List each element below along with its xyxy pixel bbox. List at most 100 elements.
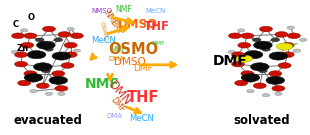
Text: DMF: DMF: [212, 54, 247, 68]
Text: MeCN: MeCN: [145, 8, 165, 14]
Circle shape: [36, 83, 49, 89]
Circle shape: [45, 92, 53, 95]
Text: MeCN: MeCN: [91, 36, 116, 45]
Circle shape: [275, 32, 288, 37]
Circle shape: [21, 42, 34, 48]
Circle shape: [268, 80, 277, 84]
Text: OSWD: OSWD: [99, 21, 109, 41]
Text: DMA: DMA: [108, 56, 124, 62]
Circle shape: [20, 29, 28, 32]
Circle shape: [15, 52, 28, 58]
Circle shape: [30, 90, 37, 93]
Circle shape: [259, 69, 267, 73]
Circle shape: [241, 74, 260, 82]
Text: NMF: NMF: [110, 46, 126, 52]
Circle shape: [52, 52, 71, 60]
Circle shape: [73, 49, 81, 52]
Circle shape: [281, 42, 294, 48]
Circle shape: [45, 47, 53, 51]
Circle shape: [24, 74, 43, 82]
Circle shape: [269, 71, 282, 76]
Circle shape: [42, 69, 50, 73]
Text: evacuated: evacuated: [14, 114, 82, 127]
Circle shape: [70, 33, 83, 39]
Circle shape: [277, 43, 293, 50]
Text: NMSO: NMSO: [92, 8, 113, 14]
Circle shape: [247, 90, 254, 93]
Circle shape: [238, 42, 251, 48]
Circle shape: [228, 33, 241, 39]
Circle shape: [278, 63, 291, 68]
Text: solvated: solvated: [234, 114, 290, 127]
Circle shape: [11, 50, 19, 54]
Text: DMSO: DMSO: [114, 57, 146, 67]
Circle shape: [18, 80, 31, 86]
Circle shape: [271, 38, 280, 42]
Circle shape: [67, 27, 74, 31]
Text: DMN: DMN: [105, 78, 133, 108]
Circle shape: [54, 38, 63, 42]
Text: C: C: [12, 20, 19, 29]
Circle shape: [237, 29, 245, 32]
Text: Zn: Zn: [17, 44, 29, 53]
Circle shape: [232, 52, 245, 58]
Circle shape: [281, 52, 294, 58]
Circle shape: [29, 78, 38, 82]
Circle shape: [33, 63, 52, 71]
Circle shape: [52, 71, 65, 76]
Text: THF: THF: [126, 90, 159, 105]
Circle shape: [58, 92, 65, 95]
Circle shape: [259, 26, 272, 32]
Circle shape: [244, 51, 263, 59]
Circle shape: [254, 41, 272, 49]
Circle shape: [262, 47, 270, 51]
Circle shape: [250, 63, 269, 71]
Circle shape: [24, 71, 37, 76]
Circle shape: [236, 55, 252, 62]
Circle shape: [37, 41, 55, 49]
Text: O: O: [28, 13, 35, 22]
Text: DMF: DMF: [108, 18, 125, 36]
Text: NMF: NMF: [116, 5, 132, 14]
Circle shape: [49, 76, 68, 84]
Circle shape: [24, 33, 37, 39]
Text: MeCN: MeCN: [129, 114, 153, 123]
Text: NMF: NMF: [102, 9, 118, 28]
Circle shape: [287, 33, 300, 39]
Circle shape: [272, 86, 285, 91]
Text: OSMO: OSMO: [108, 42, 158, 58]
Text: DMF: DMF: [109, 96, 127, 115]
Circle shape: [42, 26, 55, 32]
Circle shape: [275, 92, 282, 95]
Text: DMF: DMF: [133, 64, 153, 73]
Text: THF: THF: [144, 21, 170, 33]
Circle shape: [51, 80, 60, 84]
Circle shape: [253, 83, 266, 89]
Text: NMF: NMF: [151, 41, 165, 46]
Circle shape: [262, 94, 270, 97]
Circle shape: [64, 52, 77, 58]
Text: NMF: NMF: [85, 77, 120, 91]
Circle shape: [64, 42, 77, 48]
Circle shape: [27, 51, 46, 59]
Text: DMSO: DMSO: [118, 18, 158, 31]
Circle shape: [287, 26, 294, 29]
Circle shape: [241, 33, 254, 39]
Circle shape: [269, 52, 288, 60]
Circle shape: [228, 50, 236, 54]
Text: DMA: DMA: [107, 113, 123, 119]
Circle shape: [58, 32, 71, 37]
Circle shape: [241, 71, 254, 76]
Circle shape: [15, 61, 28, 67]
Circle shape: [293, 49, 301, 52]
Circle shape: [235, 80, 248, 86]
Circle shape: [55, 86, 68, 91]
Circle shape: [61, 63, 74, 68]
Circle shape: [252, 38, 261, 42]
Circle shape: [11, 33, 24, 39]
Circle shape: [266, 76, 285, 84]
Circle shape: [246, 78, 255, 82]
Circle shape: [299, 38, 307, 41]
Circle shape: [35, 38, 44, 42]
Circle shape: [232, 61, 245, 67]
